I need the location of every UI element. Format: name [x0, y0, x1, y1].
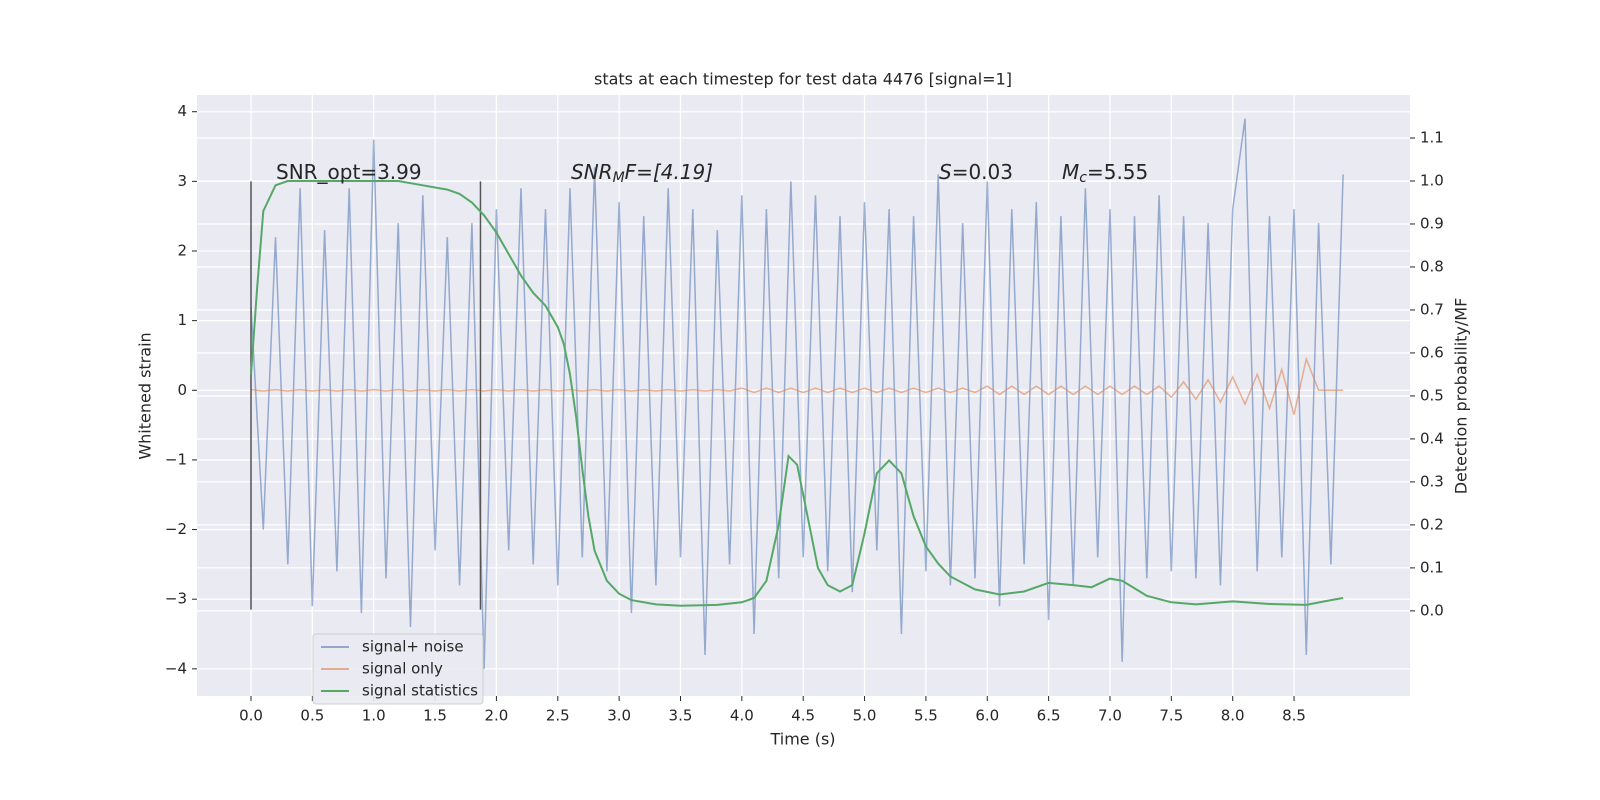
chart-title: stats at each timestep for test data 447…	[594, 70, 1012, 89]
x-tick-label: 3.0	[607, 707, 631, 725]
y2-tick-label: 0.4	[1420, 429, 1444, 447]
x-tick-label: 8.0	[1221, 707, 1245, 725]
legend: signal+ noise signal only signal statistic…	[312, 633, 484, 705]
y2-axis-label: Detection probability/MF	[1452, 298, 1471, 495]
x-axis-label: Time (s)	[769, 730, 835, 749]
x-tick-label: 5.5	[914, 707, 938, 725]
annotation-part: =5.55	[1087, 160, 1148, 184]
x-tick-label: 4.5	[791, 707, 815, 725]
x-tick-label: 2.0	[484, 707, 508, 725]
y-tick-label: −2	[165, 520, 187, 538]
x-tick-label: 6.0	[975, 707, 999, 725]
annotation-part: F=[4.19]	[625, 160, 713, 184]
y-tick-label: −4	[165, 659, 187, 677]
y-tick-label: 0	[177, 381, 187, 399]
y-tick-label: 3	[177, 172, 187, 190]
x-tick-label: 1.5	[423, 707, 447, 725]
y2-tick-label: 1.1	[1420, 128, 1444, 146]
grid	[197, 95, 1410, 696]
y-axis-label: Whitened strain	[136, 332, 155, 459]
y2-tick-label: 0.2	[1420, 515, 1444, 533]
series-line	[250, 180, 1344, 607]
legend-label: signal only	[362, 660, 443, 678]
annotation-part: S	[939, 160, 952, 184]
y2-tick-label: 0.3	[1420, 472, 1444, 490]
x-tick-label: 4.0	[730, 707, 754, 725]
y2-tick-label: 1.0	[1420, 171, 1444, 189]
x-tick-label: 1.0	[362, 707, 386, 725]
annotation-part: c	[1079, 170, 1087, 186]
y2-tick-label: 0.0	[1420, 601, 1444, 619]
series-line	[250, 356, 1344, 415]
y2-tick-label: 0.5	[1420, 386, 1444, 404]
legend-box	[312, 633, 484, 705]
y2-tick-label: 0.8	[1420, 257, 1444, 275]
legend-label: signal statistics	[362, 682, 478, 700]
x-tick-label: 0.5	[300, 707, 324, 725]
legend-label: signal+ noise	[362, 638, 464, 656]
annotation-part: M	[1062, 160, 1079, 184]
annotation-part: M	[613, 170, 625, 186]
annotation: SNR_opt=3.99	[276, 160, 422, 184]
series-line	[250, 118, 1344, 669]
y2-tick-label: 0.7	[1420, 300, 1444, 318]
x-tick-label: 6.5	[1037, 707, 1061, 725]
x-tick-label: 7.0	[1098, 707, 1122, 725]
annotation: Mc=5.55	[1062, 160, 1148, 187]
x-tick-label: 3.5	[669, 707, 693, 725]
x-tick-label: 0.0	[239, 707, 263, 725]
y-tick-label: 4	[177, 102, 187, 120]
y-tick-label: 2	[177, 241, 187, 259]
annotation: S=0.03	[939, 160, 1013, 184]
annotation-part: SNR	[571, 160, 613, 184]
y-tick-label: −1	[165, 450, 187, 468]
y-tick-label: −3	[165, 590, 187, 608]
y2-tick-label: 0.1	[1420, 558, 1444, 576]
x-tick-label: 5.0	[853, 707, 877, 725]
y2-tick-label: 0.9	[1420, 214, 1444, 232]
annotation: SNRMF=[4.19]	[571, 160, 713, 187]
y-tick-label: 1	[177, 311, 187, 329]
y2-tick-label: 0.6	[1420, 343, 1444, 361]
annotation-part: SNR_opt=3.99	[276, 160, 422, 184]
annotation-part: =0.03	[952, 160, 1013, 184]
x-tick-label: 7.5	[1159, 707, 1183, 725]
x-tick-label: 2.5	[546, 707, 570, 725]
x-tick-label: 8.5	[1282, 707, 1306, 725]
